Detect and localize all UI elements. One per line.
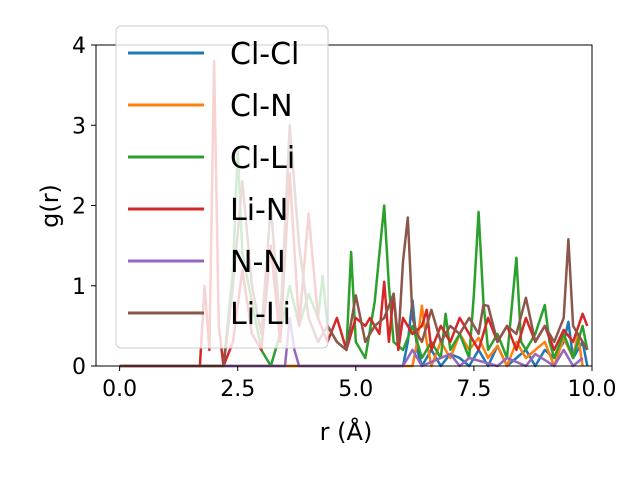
legend-label-li-n: Li-N <box>230 193 288 228</box>
y-tick-label: 2 <box>72 195 86 220</box>
x-tick-label: 7.5 <box>456 377 491 402</box>
x-tick-label: 2.5 <box>220 377 255 402</box>
legend-label-li-li: Li-Li <box>230 297 291 332</box>
legend: Cl-Cl Cl-N Cl-Li Li-N N-N Li-Li <box>115 25 329 349</box>
y-tick-label: 0 <box>72 355 86 380</box>
x-axis-label: r (Å) <box>320 417 373 446</box>
y-axis-label: g(r) <box>36 184 64 228</box>
legend-label-cl-n: Cl-N <box>230 89 293 124</box>
legend-label-cl-li: Cl-Li <box>230 141 295 176</box>
y-tick-label: 1 <box>72 275 86 300</box>
legend-box <box>115 25 329 349</box>
legend-label-n-n: N-N <box>230 245 286 280</box>
x-tick-label: 10.0 <box>568 377 617 402</box>
axes: 0.0 2.5 5.0 7.5 10.0 0 1 2 3 4 <box>72 34 616 402</box>
y-tick-label: 4 <box>72 34 86 59</box>
y-tick-label: 3 <box>72 114 86 139</box>
x-tick-label: 0.0 <box>102 377 137 402</box>
legend-label-cl-cl: Cl-Cl <box>230 37 299 72</box>
x-tick-label: 5.0 <box>338 377 373 402</box>
